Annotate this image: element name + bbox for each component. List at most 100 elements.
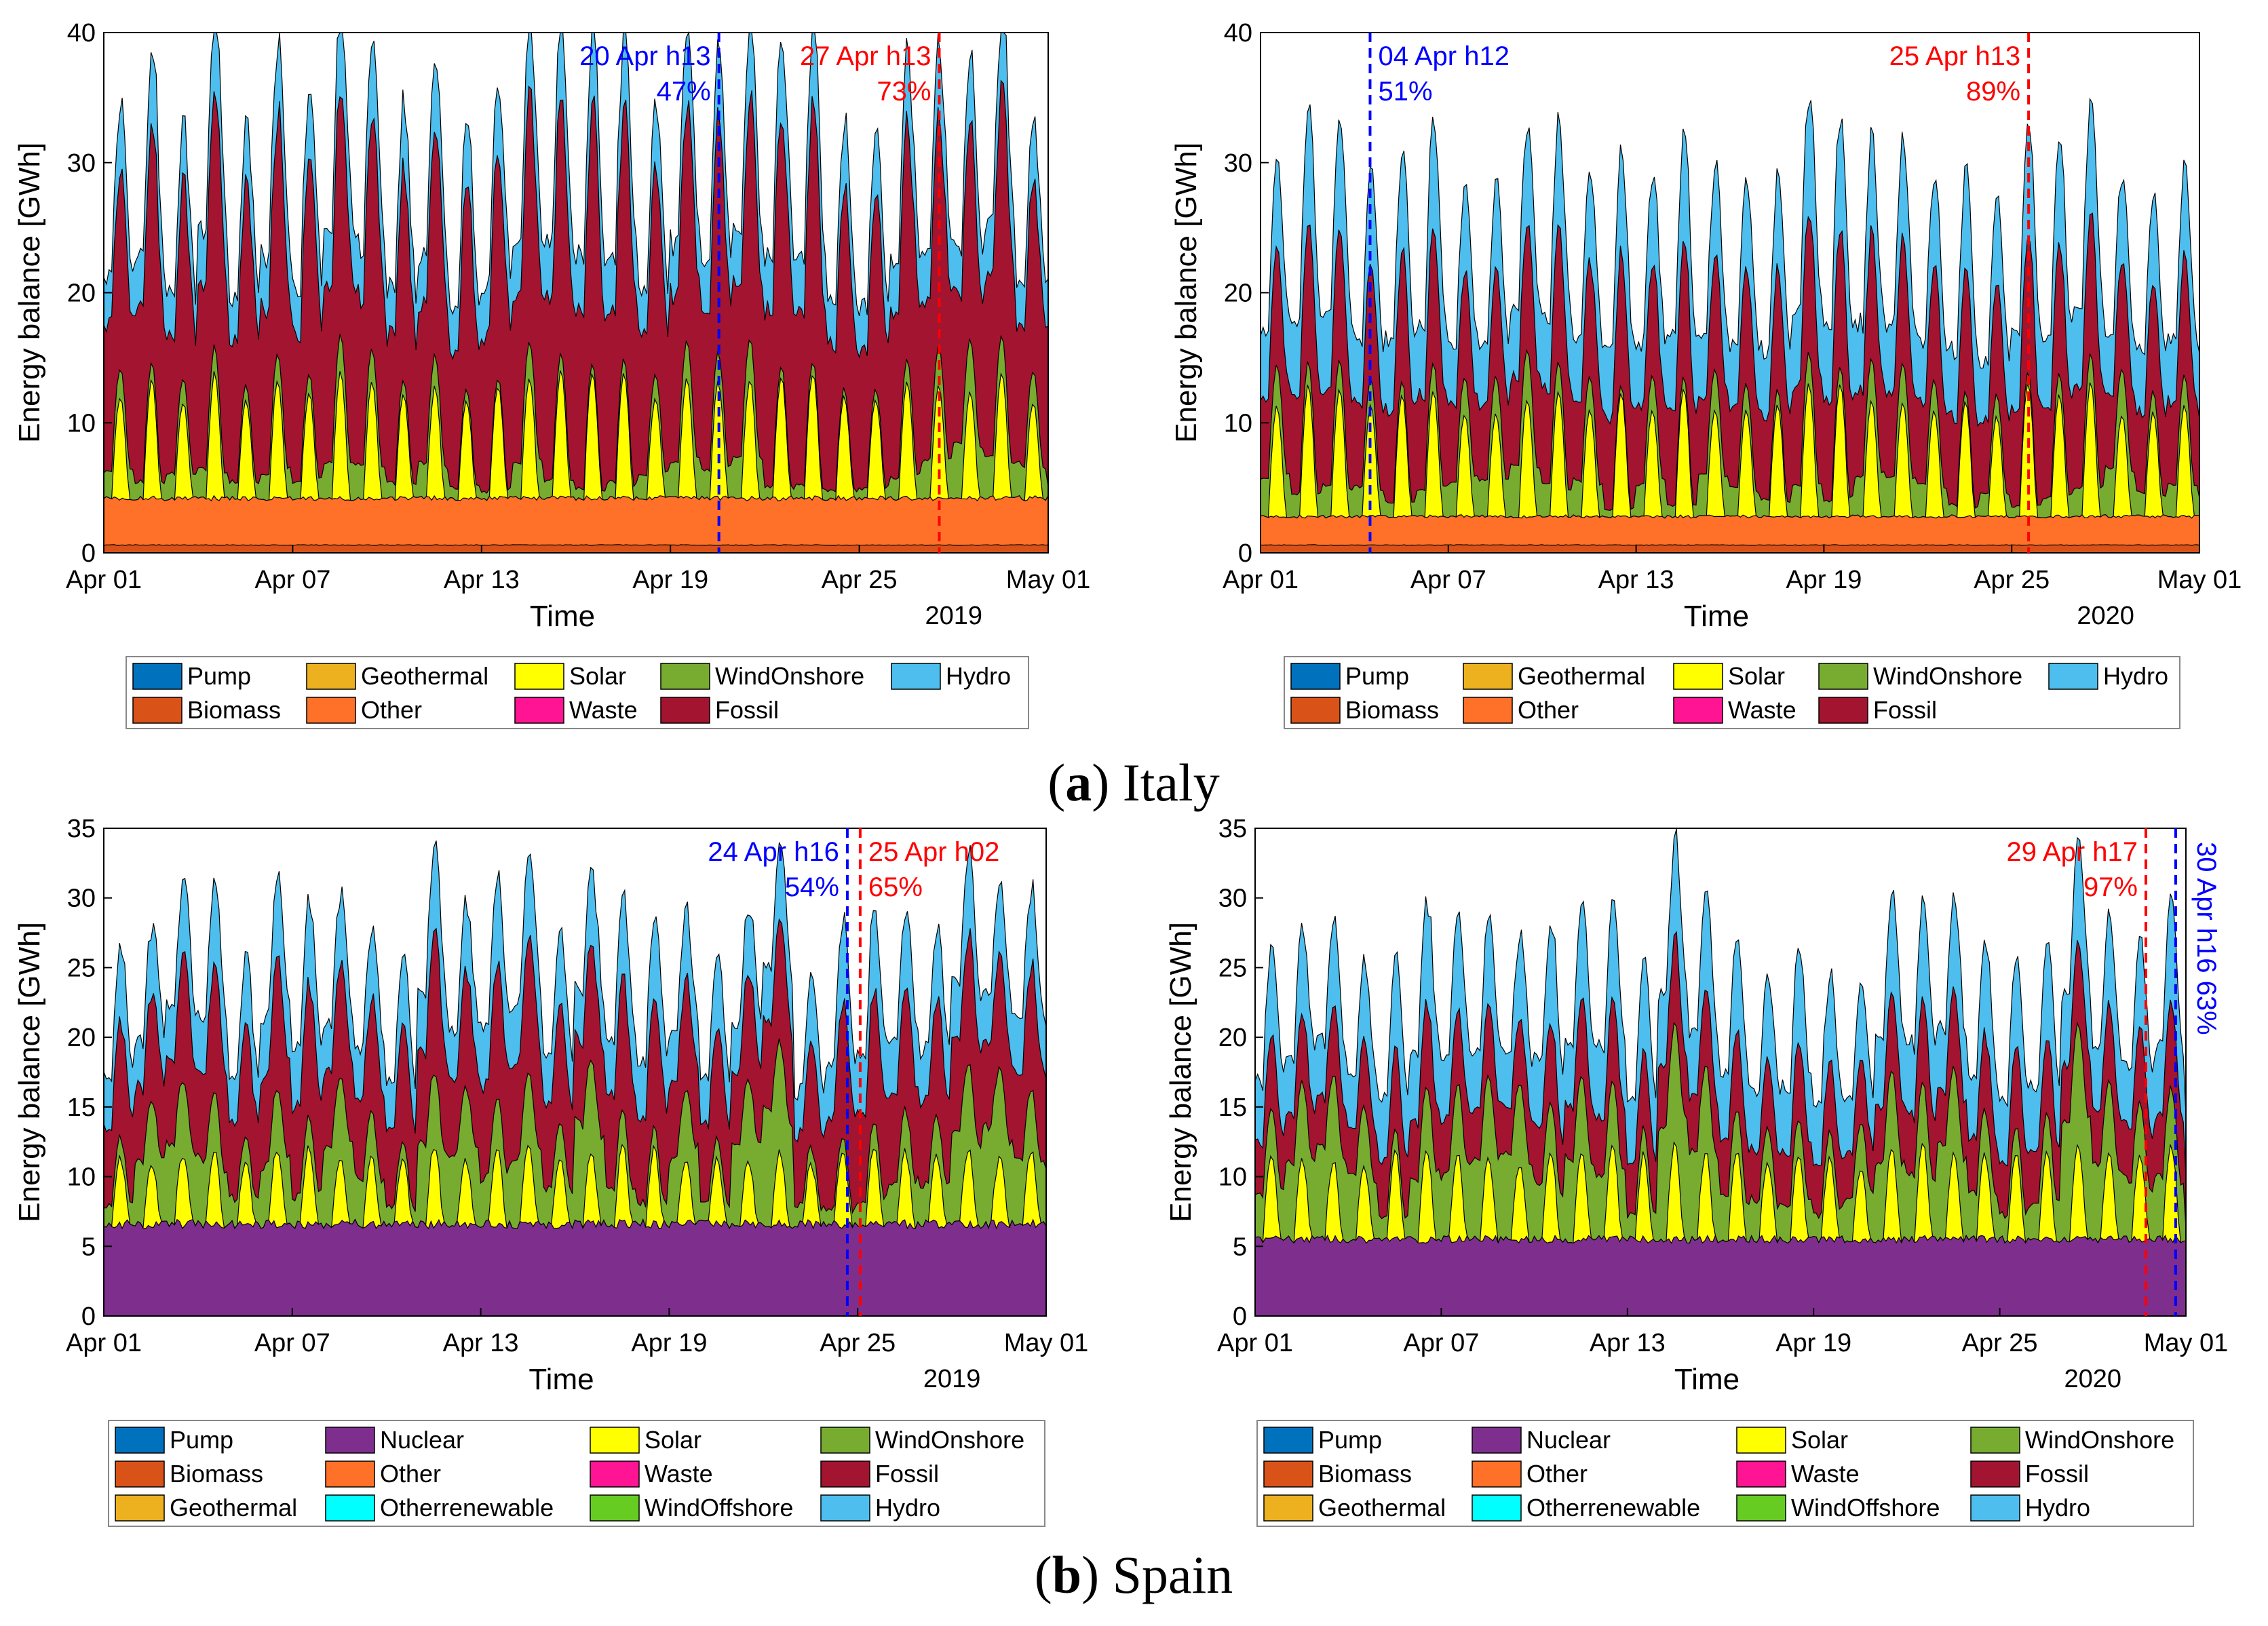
chart-panel-italy-2019: 0 10 20 30 40 Apr 01 Apr 07 Apr 13 Apr 19 Apr 25 M… <box>13 19 1090 729</box>
legend-label: Solar <box>569 662 626 690</box>
legend-label: Nuclear <box>1526 1426 1611 1454</box>
x-tick-label: Apr 25 <box>1974 566 2050 594</box>
x-tick-label: May 01 <box>2144 1329 2229 1357</box>
legend-swatch <box>1970 1427 2020 1454</box>
legend-swatch <box>1263 1427 1313 1454</box>
legend-label: Solar <box>645 1426 701 1454</box>
year-label: 2019 <box>925 602 983 630</box>
x-tick-label: Apr 01 <box>1217 1329 1293 1357</box>
y-tick-label: 10 <box>67 409 96 438</box>
y-tick-label: 15 <box>1218 1093 1247 1122</box>
legend-swatch <box>514 697 564 724</box>
legend-swatch <box>590 1494 640 1522</box>
y-tick-label: 20 <box>1218 1024 1247 1052</box>
caption-country: ) Italy <box>1092 753 1219 812</box>
y-tick-label: 20 <box>1224 279 1252 308</box>
y-tick-label: 30 <box>1224 149 1252 178</box>
legend-label: Biomass <box>1318 1460 1412 1488</box>
y-tick-label: 30 <box>67 885 96 913</box>
x-tick-label: May 01 <box>2157 566 2242 594</box>
legend-swatch <box>306 663 356 690</box>
y-tick-label: 0 <box>81 1302 96 1331</box>
legend-swatch <box>820 1494 870 1522</box>
x-tick-label: Apr 01 <box>1223 566 1299 594</box>
legend-swatch <box>1463 697 1513 724</box>
legend-box <box>108 1420 1045 1527</box>
y-tick-label: 10 <box>1218 1163 1247 1192</box>
x-tick-label: Apr 01 <box>66 1329 142 1357</box>
legend-swatch <box>590 1427 640 1454</box>
legend-swatch <box>325 1494 375 1522</box>
legend-swatch <box>115 1427 165 1454</box>
legend-label: Other <box>361 696 422 724</box>
legend-label: Biomass <box>1345 696 1439 724</box>
y-tick-label: 25 <box>67 954 96 982</box>
y-tick-label: 35 <box>67 815 96 843</box>
legend: Pump Nuclear Solar WindOnshore Biomass Other W… <box>1256 1420 2194 1527</box>
legend-swatch <box>1263 1460 1313 1488</box>
legend: Pump Nuclear Solar WindOnshore Biomass Other W… <box>108 1420 1045 1527</box>
legend-label: WindOnshore <box>2025 1426 2174 1454</box>
x-tick-label: Apr 13 <box>1598 566 1674 594</box>
legend: Pump Geothermal Solar WindOnshore Hydro Bioma… <box>126 656 1029 729</box>
legend-swatch <box>325 1460 375 1488</box>
legend-swatch <box>1472 1460 1522 1488</box>
caption-letter: a <box>1065 753 1092 812</box>
chart-panel-spain-2019: 0 5 10 15 20 25 30 35 Apr 01 Apr 07 Apr 13 Apr 19 Ap… <box>13 815 1088 1527</box>
marker-label: 30 Apr h16 63% <box>2191 842 2221 1035</box>
marker-label: 25 Apr h02 <box>868 837 1000 867</box>
year-label: 2019 <box>923 1365 981 1393</box>
legend-swatch <box>1263 1494 1313 1522</box>
legend-swatch <box>891 663 941 690</box>
x-tick-label: Apr 25 <box>820 1329 896 1357</box>
legend-label: Fossil <box>2025 1460 2089 1488</box>
legend-swatch <box>1472 1427 1522 1454</box>
y-tick-label: 10 <box>67 1163 96 1192</box>
legend-swatch <box>115 1460 165 1488</box>
axes-box <box>103 828 1047 1317</box>
legend-box <box>1284 656 2180 729</box>
legend-swatch <box>132 663 182 690</box>
x-tick-label: Apr 07 <box>254 566 330 594</box>
legend-label: Pump <box>187 662 251 690</box>
legend-label: Otherrenewable <box>380 1494 554 1522</box>
y-tick-label: 5 <box>81 1233 96 1261</box>
legend-label: Other <box>1526 1460 1588 1488</box>
marker-percent: 51% <box>1378 77 1432 107</box>
marker-percent: 89% <box>1966 77 2020 107</box>
chart-panel-spain-2020: 0 5 10 15 20 25 30 35 Apr 01 Apr 07 Apr 13 Apr 19 Ap… <box>1164 815 2229 1527</box>
legend-swatch <box>514 663 564 690</box>
x-tick-label: Apr 25 <box>822 566 898 594</box>
x-tick-label: Apr 01 <box>66 566 142 594</box>
y-tick-label: 5 <box>1233 1233 1247 1261</box>
x-tick-label: Apr 19 <box>632 566 708 594</box>
area-other <box>103 494 1049 554</box>
legend-label: Solar <box>1791 1426 1848 1454</box>
legend-label: Hydro <box>2103 662 2168 690</box>
legend-swatch <box>1818 697 1868 724</box>
legend-swatch <box>2048 663 2098 690</box>
marker-label: 24 Apr h16 <box>708 837 839 867</box>
area-nuclear <box>1254 1234 2187 1317</box>
legend-label: Pump <box>1318 1426 1382 1454</box>
legend-swatch <box>115 1494 165 1522</box>
legend-swatch <box>325 1427 375 1454</box>
marker-percent: 97% <box>2083 872 2138 902</box>
legend-label: Hydro <box>2025 1494 2090 1522</box>
legend-label: Waste <box>1791 1460 1860 1488</box>
marker-label: 20 Apr h13 <box>579 41 711 71</box>
x-axis-label: Time <box>1674 1363 1740 1396</box>
legend-swatch <box>132 697 182 724</box>
area-other <box>1260 514 2200 554</box>
y-tick-label: 10 <box>1224 409 1252 438</box>
year-label: 2020 <box>2077 602 2134 630</box>
marker-label: 04 Apr h12 <box>1378 41 1510 71</box>
legend-label: Biomass <box>170 1460 263 1488</box>
marker-percent: 47% <box>657 77 711 107</box>
y-axis-label: Energy balance [GWh] <box>1170 142 1203 443</box>
x-tick-label: May 01 <box>1006 566 1091 594</box>
legend-label: Fossil <box>875 1460 939 1488</box>
x-tick-label: Apr 13 <box>444 566 520 594</box>
y-tick-label: 0 <box>1233 1302 1247 1331</box>
